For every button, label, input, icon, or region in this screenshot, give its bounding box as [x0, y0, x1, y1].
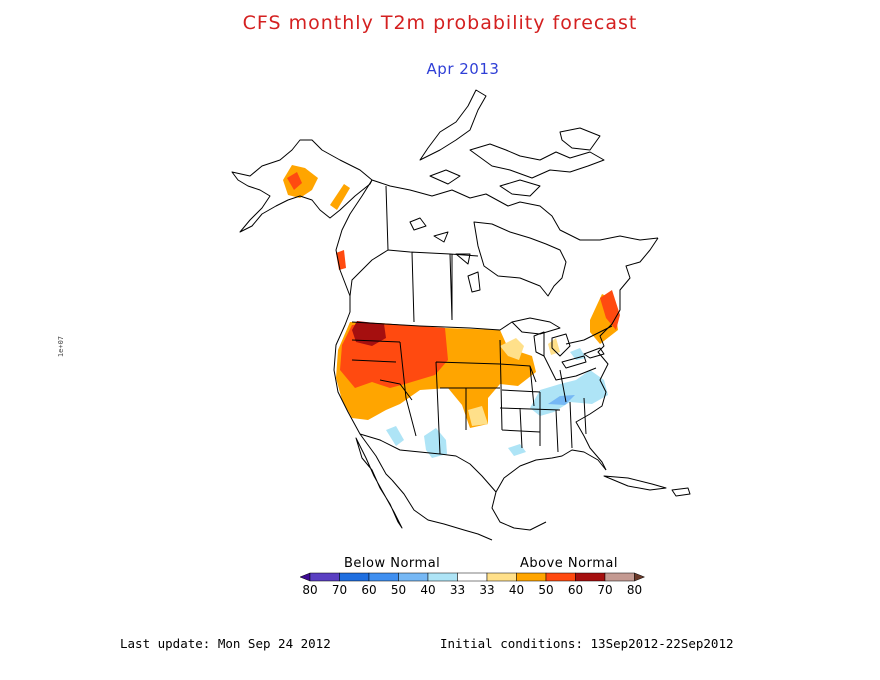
last-update: Last update: Mon Sep 24 2012 — [120, 636, 331, 651]
colorbar-tick-label: 50 — [391, 583, 406, 597]
colorbar-tick-label: 40 — [509, 583, 524, 597]
pacific-nw-dark-red — [352, 321, 386, 346]
gulf-coast — [491, 449, 607, 531]
arctic-islands — [419, 89, 605, 197]
hudson-bay — [473, 221, 567, 297]
baja — [355, 437, 403, 529]
colorbar-tick-label: 80 — [302, 583, 317, 597]
colorbar-box — [486, 572, 517, 582]
colorbar-box — [368, 572, 399, 582]
colorbar: 80 70 60 50 40 33 33 40 50 60 70 80 — [299, 572, 646, 597]
colorbar-arrow-right — [634, 572, 646, 582]
initial-conditions: Initial conditions: 13Sep2012-22Sep2012 — [440, 636, 734, 651]
chart-title: CFS monthly T2m probability forecast — [242, 12, 638, 34]
colorbar-tick-label: 60 — [568, 583, 583, 597]
alaska-outline — [231, 139, 373, 233]
greenland — [559, 127, 601, 151]
cuba — [603, 475, 667, 491]
west-coast — [333, 179, 393, 481]
colorbar-box — [545, 572, 576, 582]
below-normal-label: Below Normal — [344, 556, 441, 571]
east-coast — [575, 237, 659, 471]
sw-below-blue-3 — [508, 444, 526, 456]
colorbar-box — [398, 572, 429, 582]
ne-red — [600, 290, 620, 330]
chart-subtitle: Apr 2013 — [426, 60, 500, 78]
colorbar-tick-label: 33 — [450, 583, 465, 597]
colorbar-tick-label: 80 — [627, 583, 642, 597]
arctic-coast — [371, 179, 659, 241]
colorbar-box — [339, 572, 370, 582]
us-canada-border — [351, 321, 613, 345]
colorbar-tick-label: 50 — [538, 583, 553, 597]
colorbar-box — [575, 572, 606, 582]
mexico-pacific — [391, 479, 493, 541]
colorbar-box — [457, 572, 488, 582]
forecast-shading — [283, 165, 620, 458]
sw-below-blue-2 — [386, 426, 404, 446]
colorbar-box — [604, 572, 635, 582]
colorbar-tick-label: 40 — [420, 583, 435, 597]
colorbar-tick-label: 33 — [479, 583, 494, 597]
alaska-south-orange — [330, 184, 350, 210]
canada-provinces — [349, 185, 479, 323]
colorbar-tick-label: 70 — [597, 583, 612, 597]
canada-lakes — [409, 217, 481, 293]
colorbar-box — [309, 572, 340, 582]
great-lakes-yellow — [500, 338, 524, 360]
alaska-above-red — [287, 172, 302, 190]
east-below-light-blue — [548, 395, 575, 405]
colorbar-tick-label: 70 — [332, 583, 347, 597]
colorbar-arrow-left — [299, 572, 311, 582]
colorbar-box — [516, 572, 547, 582]
sw-below-blue — [424, 428, 447, 458]
map-outlines — [231, 89, 691, 541]
east-below-blue — [530, 370, 608, 416]
hispaniola — [671, 487, 691, 497]
mw-yellow — [548, 338, 560, 355]
colorbar-box — [427, 572, 458, 582]
colorbar-tick-label: 60 — [361, 583, 376, 597]
us-state-lines — [351, 339, 597, 455]
above-normal-label: Above Normal — [520, 556, 618, 571]
sw-yellow — [468, 406, 488, 426]
